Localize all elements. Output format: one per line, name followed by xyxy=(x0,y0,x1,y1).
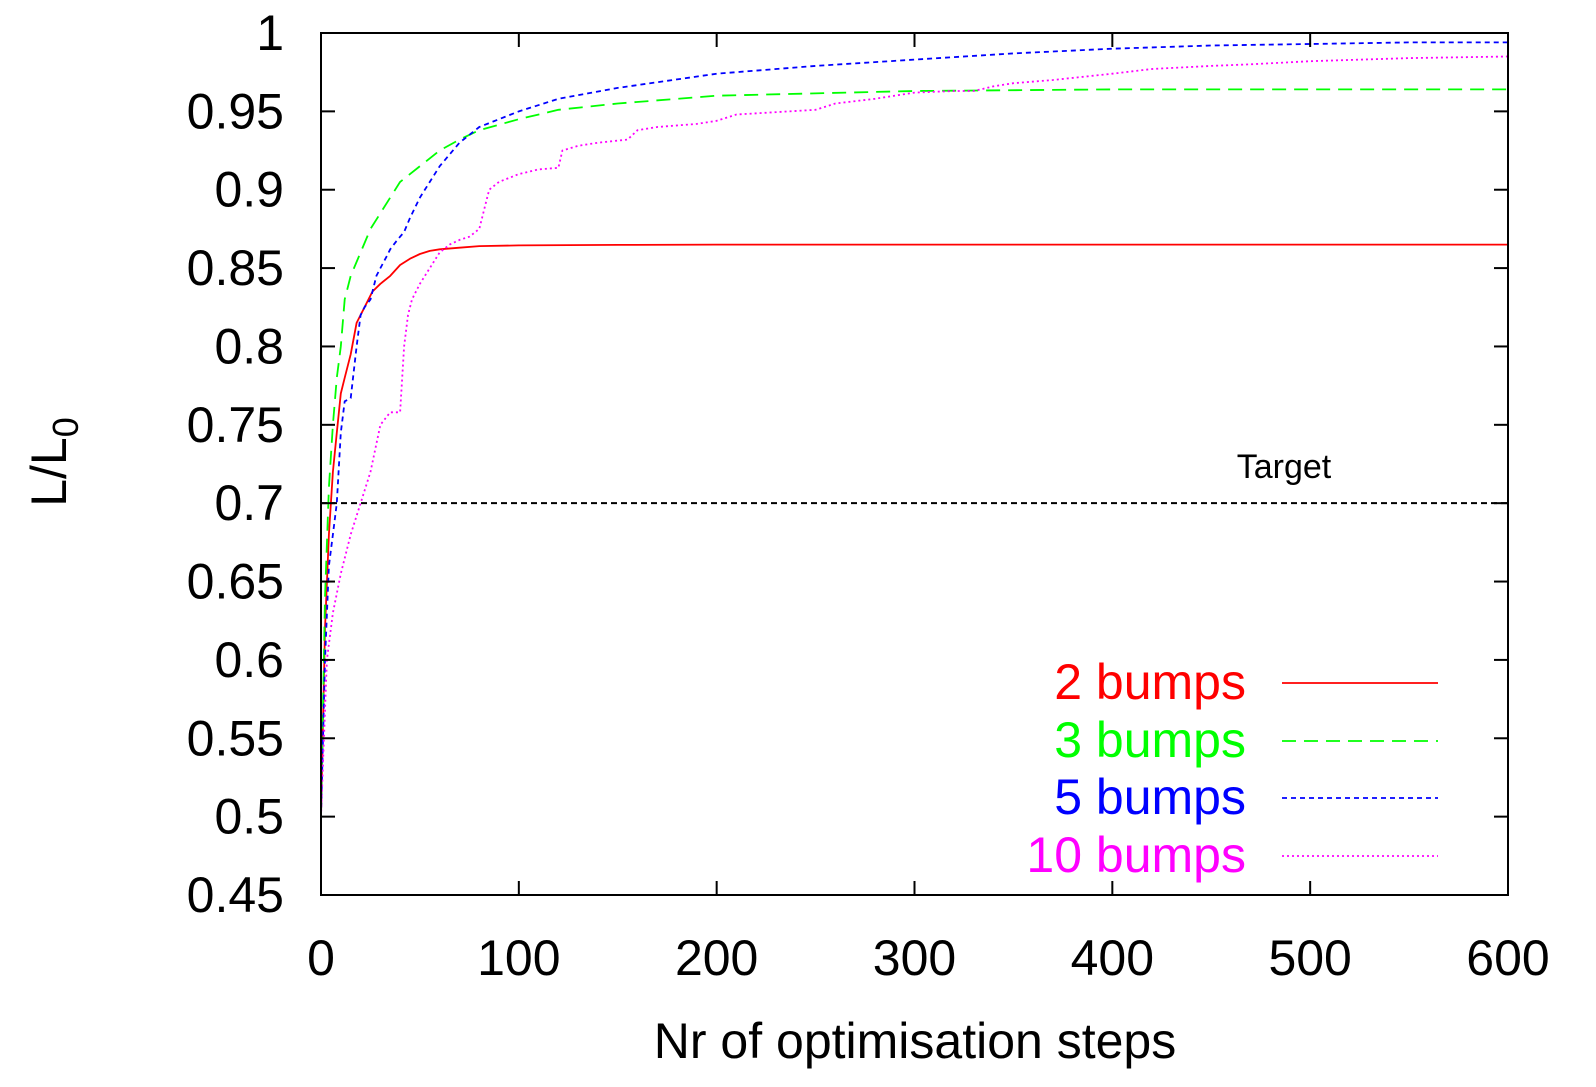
target-label: Target xyxy=(1237,448,1332,486)
legend-label-4: 10 bumps xyxy=(1026,827,1246,883)
y-tick-label-7: 0.8 xyxy=(214,318,284,374)
legend-label-1: 2 bumps xyxy=(1054,654,1246,710)
y-tick-label-4: 0.65 xyxy=(187,554,284,610)
series-line-3 xyxy=(320,41,1508,817)
plot-layer xyxy=(320,41,1509,817)
series-line-4 xyxy=(320,55,1509,817)
x-tick-label-2: 200 xyxy=(675,930,758,986)
y-tick-label-5: 0.7 xyxy=(214,475,284,531)
y-tick-label-1: 0.5 xyxy=(214,789,284,845)
axes-layer: 0.45 0.5 0.55 0.6 0.65 0.7 0.75 0.8 0.85 0.9 0.95 1… xyxy=(187,5,1550,986)
x-tick-label-4: 400 xyxy=(1071,930,1154,986)
y-axis-title-subscript: 0 xyxy=(45,417,86,437)
legend-label-2: 3 bumps xyxy=(1054,712,1246,768)
series-line-1 xyxy=(320,243,1508,817)
x-axis-title: Nr of optimisation steps xyxy=(654,1013,1176,1069)
y-tick-label-8: 0.85 xyxy=(187,240,284,296)
series-line-2 xyxy=(320,88,1508,817)
y-axis-title: L/L0 xyxy=(21,417,86,507)
y-tick-label-0: 0.45 xyxy=(187,867,284,923)
x-tick-label-0: 0 xyxy=(307,930,335,986)
y-tick-label-6: 0.75 xyxy=(187,397,284,453)
legend-label-3: 5 bumps xyxy=(1054,769,1246,825)
y-tick-label-2: 0.55 xyxy=(187,710,284,766)
y-tick-label-10: 0.95 xyxy=(187,83,284,139)
x-tick-label-6: 600 xyxy=(1466,930,1549,986)
y-axis-title-main: L/L xyxy=(21,437,77,507)
y-tick-label-9: 0.9 xyxy=(214,162,284,218)
x-tick-label-5: 500 xyxy=(1268,930,1351,986)
y-tick-label-11: 1 xyxy=(256,5,284,61)
y-tick-label-3: 0.6 xyxy=(214,632,284,688)
x-tick-label-1: 100 xyxy=(477,930,560,986)
x-tick-label-3: 300 xyxy=(873,930,956,986)
